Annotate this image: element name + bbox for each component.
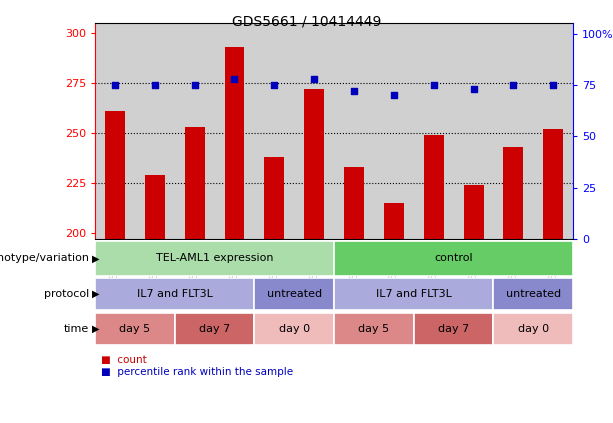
Point [509,82,519,88]
Text: day 7: day 7 [438,324,469,334]
Bar [215,23,254,239]
Bar [454,23,493,239]
Point [549,82,558,88]
Bar [145,175,165,239]
Bar [414,23,454,239]
Text: day 5: day 5 [120,324,150,334]
Bar [304,89,324,239]
Bar [334,23,374,239]
Bar [135,23,175,239]
Text: untreated: untreated [506,289,561,299]
Text: ■  count: ■ count [101,355,147,365]
Bar [463,185,484,239]
Point [310,75,319,82]
Point [389,92,399,99]
Text: ■  percentile rank within the sample: ■ percentile rank within the sample [101,367,293,377]
Text: day 0: day 0 [518,324,549,334]
Bar [493,23,533,239]
Bar [344,167,364,239]
Bar [384,203,404,239]
Text: IL7 and FLT3L: IL7 and FLT3L [376,289,452,299]
Bar [294,23,334,239]
Text: ▶: ▶ [92,289,99,299]
Point [190,82,200,88]
Text: day 7: day 7 [199,324,230,334]
Bar [95,23,135,239]
Bar [175,23,215,239]
Text: genotype/variation: genotype/variation [0,253,89,264]
Point [270,82,280,88]
Point [349,88,359,94]
Bar [105,111,125,239]
Text: GDS5661 / 10414449: GDS5661 / 10414449 [232,15,381,29]
Text: day 0: day 0 [279,324,310,334]
Text: protocol: protocol [44,289,89,299]
Bar [185,127,205,239]
Text: control: control [434,253,473,264]
Bar [254,23,294,239]
Point [150,82,160,88]
Point [110,82,120,88]
Bar [543,129,563,239]
Bar [264,157,284,239]
Text: TEL-AML1 expression: TEL-AML1 expression [156,253,273,264]
Text: day 5: day 5 [359,324,389,334]
Bar [533,23,573,239]
Text: time: time [64,324,89,334]
Point [469,85,479,92]
Bar [503,147,524,239]
Text: ▶: ▶ [92,324,99,334]
Point [230,75,240,82]
Text: IL7 and FLT3L: IL7 and FLT3L [137,289,213,299]
Bar [374,23,414,239]
Bar [424,135,444,239]
Text: untreated: untreated [267,289,322,299]
Point [429,82,439,88]
Bar [224,47,245,239]
Text: ▶: ▶ [92,253,99,264]
